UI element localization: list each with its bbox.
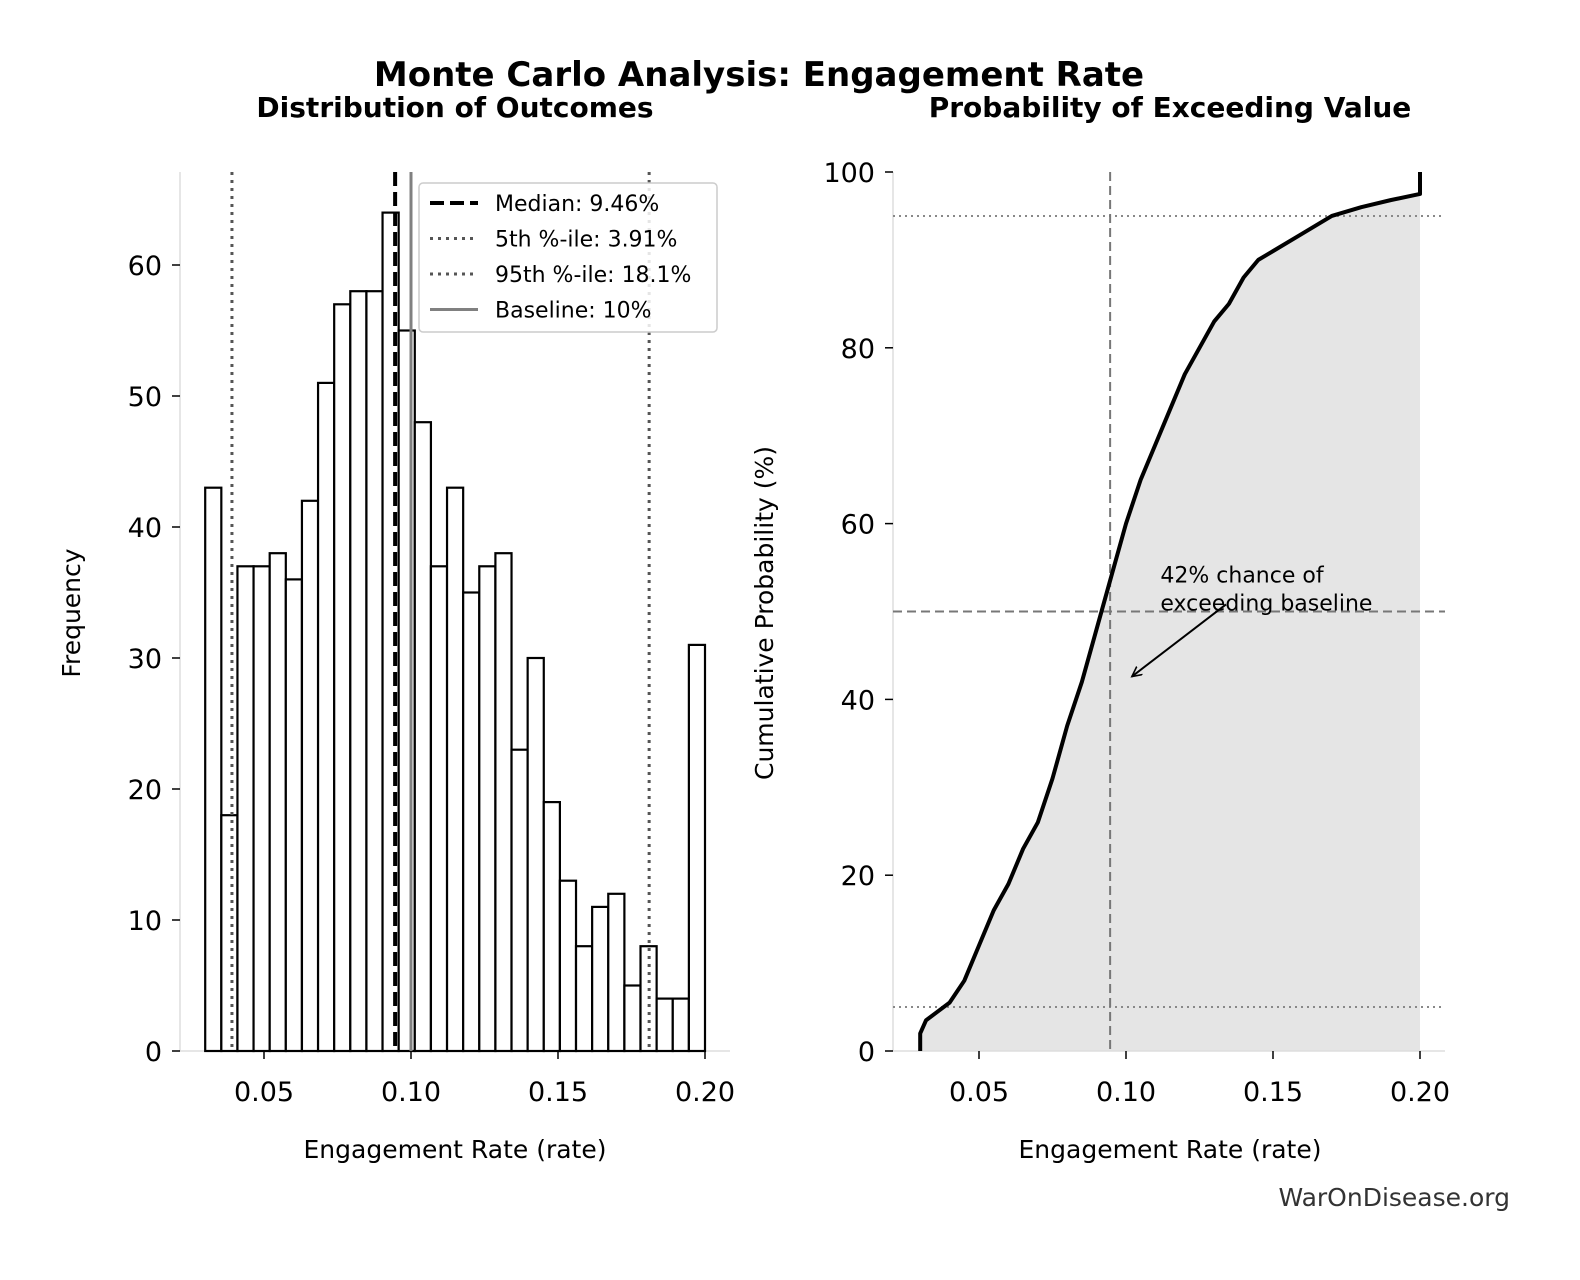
- histogram-bar: [284, 578, 304, 1053]
- left-x-axis-label: Engagement Rate (rate): [304, 1135, 607, 1164]
- histogram-bar: [558, 879, 578, 1053]
- histogram-bar: [429, 565, 449, 1053]
- right-y-axis-label: Cumulative Probability (%): [750, 446, 779, 780]
- y-tick-label: 10: [128, 906, 162, 937]
- x-tick-label: 0.20: [1390, 1077, 1450, 1108]
- histogram-bar: [252, 565, 271, 1053]
- legend-label: Median: 9.46%: [495, 192, 659, 217]
- right-subplot-title: Probability of Exceeding Value: [929, 91, 1412, 124]
- histogram-bar: [574, 945, 594, 1053]
- watermark: WarOnDisease.org: [1278, 1183, 1510, 1212]
- legend-label: 5th %-ile: 3.91%: [495, 228, 677, 253]
- histogram-bar: [462, 591, 481, 1053]
- y-tick-label: 30: [128, 644, 162, 675]
- y-tick-label: 80: [841, 334, 875, 365]
- y-tick-label: 0: [858, 1037, 875, 1068]
- histogram-bar: [236, 565, 255, 1053]
- x-tick-label: 0.05: [234, 1077, 294, 1108]
- histogram-bar: [542, 800, 561, 1053]
- y-tick-label: 50: [128, 382, 162, 413]
- cdf-fill-area: [920, 172, 1420, 1051]
- x-tick-label: 0.15: [1243, 1077, 1303, 1108]
- x-tick-label: 0.15: [528, 1077, 588, 1108]
- y-tick-label: 20: [841, 861, 875, 892]
- figure-title: Monte Carlo Analysis: Engagement Rate: [374, 55, 1144, 95]
- histogram-bar: [365, 290, 384, 1053]
- y-tick-label: 100: [823, 158, 875, 189]
- left-y-axis-label: Frequency: [57, 548, 86, 677]
- legend-label: 95th %-ile: 18.1%: [495, 263, 691, 288]
- left-subplot-title: Distribution of Outcomes: [256, 91, 653, 124]
- annotation-arrow: [1132, 603, 1227, 676]
- x-tick-label: 0.05: [949, 1077, 1009, 1108]
- x-tick-label: 0.10: [1096, 1077, 1156, 1108]
- histogram-bar: [526, 656, 545, 1053]
- y-tick-label: 40: [128, 513, 162, 544]
- annotation-text: 42% chance of: [1160, 563, 1324, 588]
- legend-frame: [418, 182, 718, 333]
- histogram-bar: [413, 421, 433, 1053]
- histogram-bar: [510, 748, 529, 1053]
- cdf-axes: 0.05 0.10 0.15 0.20 0 20 40 60 80 100 42% chance o…: [823, 158, 1450, 1108]
- histogram-bar: [445, 486, 465, 1053]
- histogram-bar: [687, 643, 707, 1053]
- histogram-bar: [333, 303, 352, 1053]
- histogram-bar: [220, 814, 239, 1053]
- legend-label: Baseline: 10%: [495, 299, 652, 324]
- x-tick-label: 0.10: [381, 1077, 441, 1108]
- histogram-bar: [591, 905, 610, 1053]
- cdf-line: [918, 172, 1422, 1051]
- histogram-bar: [671, 997, 690, 1053]
- legend: Median: 9.46% 5th %-ile: 3.91% 95th %-ile:…: [418, 182, 718, 333]
- histogram-bar: [494, 552, 513, 1053]
- histogram-bar: [204, 486, 223, 1053]
- histogram-bar: [316, 381, 336, 1053]
- right-x-axis-label: Engagement Rate (rate): [1019, 1135, 1322, 1164]
- y-tick-label: 0: [145, 1037, 162, 1068]
- histogram-bar: [268, 552, 287, 1053]
- histogram-bar: [478, 565, 497, 1053]
- histogram-axes: 0.05 0.10 0.15 0.20 0 10 20 30 40 50 60 Median: 9.4…: [128, 172, 735, 1108]
- histogram-bar: [655, 997, 674, 1053]
- y-tick-label: 60: [128, 251, 162, 282]
- histogram-bar: [607, 892, 626, 1053]
- histogram-bar: [623, 984, 642, 1053]
- x-tick-label: 0.20: [675, 1077, 735, 1108]
- y-tick-label: 20: [128, 775, 162, 806]
- histogram-bar: [349, 290, 368, 1053]
- annotation-text: exceeding baseline: [1160, 591, 1372, 616]
- y-tick-label: 60: [841, 510, 875, 541]
- y-tick-label: 40: [841, 685, 875, 716]
- histogram-bar: [300, 499, 320, 1053]
